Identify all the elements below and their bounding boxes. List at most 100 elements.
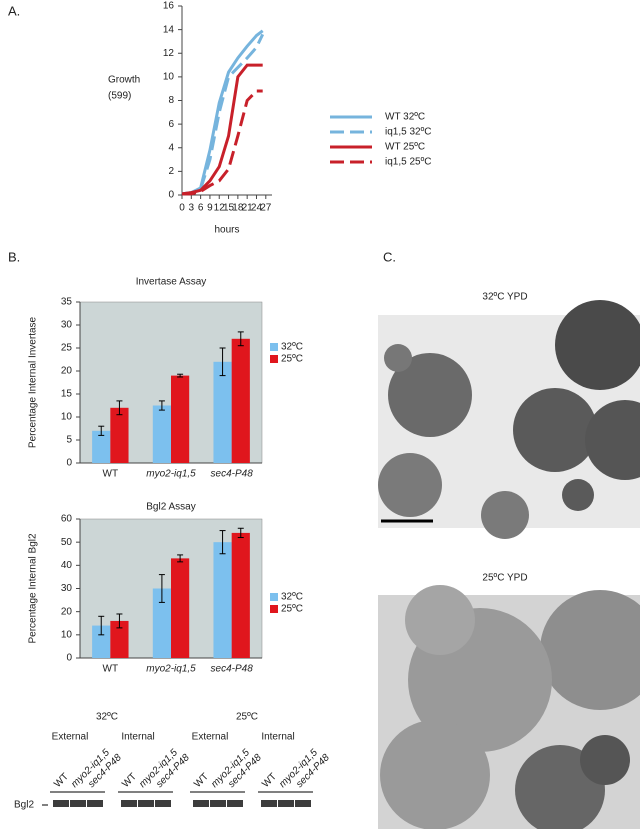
blot-fraction: Internal: [121, 732, 154, 743]
legend-swatch: [270, 343, 278, 351]
y-tick-label: 2: [168, 166, 174, 177]
bar: [213, 542, 232, 658]
bar: [92, 430, 111, 463]
blot-lane-label: WT: [120, 771, 139, 790]
bar: [92, 625, 111, 658]
line: [181, 33, 265, 196]
y-tick-label: 25: [61, 343, 73, 354]
x-tick-label: WT: [103, 664, 119, 675]
y-tick-label: 0: [168, 190, 174, 201]
chart-title: Invertase Assay: [136, 277, 207, 288]
blot-fraction: External: [52, 732, 89, 743]
blot-band: [193, 800, 209, 807]
x-tick-label: 24: [251, 203, 263, 214]
x-tick-label: sec4-P48: [211, 469, 254, 480]
blot-temperature: 32ºC: [96, 712, 118, 723]
blot-band: [53, 800, 69, 807]
blot-fraction: External: [192, 732, 229, 743]
blot-band: [70, 800, 86, 807]
bar: [171, 375, 190, 463]
x-axis-label: hours: [214, 225, 239, 236]
blot-band: [155, 800, 171, 807]
y-axis-label: (599): [108, 91, 131, 102]
x-tick-label: myo2-iq1,5: [146, 469, 196, 480]
y-tick-label: 4: [168, 142, 174, 153]
legend-swatch: [270, 355, 278, 363]
y-tick-label: 10: [61, 629, 73, 640]
blot-protein-label: Bgl2: [14, 800, 34, 811]
blot-band: [138, 800, 154, 807]
y-tick-label: 0: [66, 458, 72, 469]
blot-band: [295, 800, 311, 807]
y-tick-label: 15: [61, 389, 73, 400]
y-axis-label: Percentage Internal Bgl2: [28, 533, 39, 644]
x-tick-label: 27: [260, 203, 272, 214]
blot-fraction: Internal: [261, 732, 294, 743]
blot-band: [278, 800, 294, 807]
y-tick-label: 30: [61, 583, 73, 594]
y-tick-label: 8: [168, 95, 174, 106]
blot-band: [261, 800, 277, 807]
bar: [110, 407, 129, 463]
blot-lane-label: WT: [52, 771, 71, 790]
x-tick-label: myo2-iq1,5: [146, 664, 196, 675]
micrograph: [378, 300, 640, 539]
x-tick-label: 6: [198, 203, 204, 214]
x-tick-label: 9: [207, 203, 213, 214]
micrograph-caption: 32ºC YPD: [482, 292, 527, 303]
y-tick-label: 35: [61, 297, 73, 308]
blot-temperature: 25ºC: [236, 712, 258, 723]
y-tick-label: 30: [61, 320, 73, 331]
blot-band: [87, 800, 103, 807]
line: [182, 89, 263, 196]
blot-band: [121, 800, 137, 807]
y-tick-label: 60: [61, 514, 73, 525]
blot-band: [210, 800, 226, 807]
y-tick-label: 14: [163, 24, 175, 35]
y-axis-label: Percentage Internal Invertase: [28, 316, 39, 448]
y-tick-label: 10: [163, 72, 175, 83]
y-tick-label: 12: [163, 48, 175, 59]
x-tick-label: 21: [242, 203, 254, 214]
bar: [213, 361, 232, 463]
legend-label: 32ºC: [281, 592, 303, 603]
legend-label: iq1,5 25ºC: [385, 157, 431, 168]
y-tick-label: 50: [61, 537, 73, 548]
panel-label: A.: [8, 3, 20, 18]
legend-label: WT 25ºC: [385, 142, 425, 153]
panel-label: C.: [383, 249, 396, 264]
y-tick-label: 5: [66, 435, 72, 446]
micrograph: [378, 585, 640, 829]
y-tick-label: 40: [61, 560, 73, 571]
line: [181, 63, 263, 196]
y-tick-label: 10: [61, 412, 73, 423]
chart-title: Bgl2 Assay: [146, 502, 195, 513]
bar: [231, 532, 250, 658]
bar: [152, 405, 171, 463]
legend-label: 25ºC: [281, 604, 303, 615]
legend-label: 25ºC: [281, 354, 303, 365]
y-tick-label: 0: [66, 653, 72, 664]
y-tick-label: 20: [61, 366, 73, 377]
bar: [171, 558, 190, 658]
x-tick-label: WT: [103, 469, 119, 480]
panel-label: B.: [8, 249, 20, 264]
legend-label: WT 32ºC: [385, 112, 425, 123]
y-axis-label: Growth: [108, 75, 140, 86]
legend-swatch: [270, 605, 278, 613]
bar: [152, 588, 171, 658]
x-tick-label: sec4-P48: [211, 664, 254, 675]
y-tick-label: 6: [168, 119, 174, 130]
blot-lane-label: WT: [192, 771, 211, 790]
y-tick-label: 16: [163, 1, 175, 12]
x-tick-label: 3: [189, 203, 195, 214]
x-tick-label: 0: [179, 203, 185, 214]
x-tick-label: 18: [232, 203, 244, 214]
x-tick-label: 15: [223, 203, 235, 214]
blot-band: [227, 800, 243, 807]
bar: [110, 620, 129, 658]
blot-lane-label: WT: [260, 771, 279, 790]
y-tick-label: 20: [61, 606, 73, 617]
micrograph-caption: 25ºC YPD: [482, 573, 527, 584]
